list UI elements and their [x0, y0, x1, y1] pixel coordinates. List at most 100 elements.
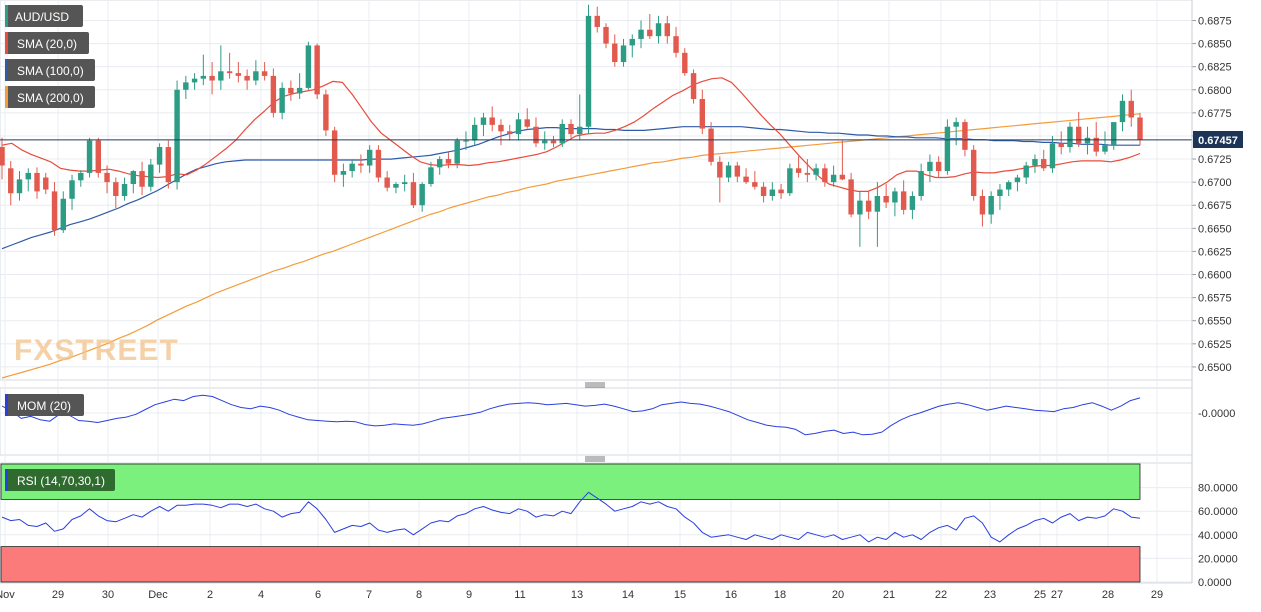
- candle-body: [524, 119, 530, 127]
- candle: [883, 183, 889, 209]
- candle-body: [305, 45, 312, 88]
- candle-body: [1111, 122, 1117, 146]
- candle: [857, 191, 863, 247]
- candle: [533, 117, 539, 148]
- candle: [577, 94, 583, 141]
- legend-mom-label: MOM (20): [17, 399, 71, 413]
- candle-body: [69, 180, 75, 199]
- candle: [8, 160, 14, 206]
- mom-pane-frame: [0, 387, 1193, 456]
- legend-instrument[interactable]: AUD/USD: [5, 5, 83, 27]
- candle-body: [218, 71, 224, 81]
- legend-sma100[interactable]: SMA (100,0): [5, 59, 95, 81]
- price-tick-label: 0.6775: [1198, 108, 1232, 120]
- candle: [874, 182, 881, 247]
- candle: [261, 62, 268, 81]
- candle: [480, 112, 487, 136]
- candle: [375, 145, 382, 183]
- candle: [638, 20, 644, 49]
- legend-sma200[interactable]: SMA (200,0): [5, 86, 95, 108]
- mom-line: [1, 394, 1141, 436]
- x-tick-label: 16: [725, 589, 737, 601]
- rsi-line: [1, 491, 1141, 543]
- price-tick-label: 0.6675: [1198, 200, 1232, 212]
- candle-body: [270, 75, 277, 113]
- candle-body: [16, 179, 23, 194]
- candle-body: [498, 124, 504, 132]
- candle-body: [1093, 137, 1099, 152]
- candle: [235, 62, 242, 83]
- candle: [944, 119, 951, 175]
- candle-body: [235, 73, 242, 76]
- candle: [970, 145, 977, 201]
- candle: [927, 154, 933, 183]
- x-tick-label: Nov: [0, 589, 15, 601]
- candle: [43, 172, 49, 195]
- candle: [279, 82, 285, 120]
- x-tick-label: 6: [315, 589, 321, 601]
- candle: [830, 165, 837, 187]
- candle-body: [148, 164, 154, 187]
- candle-body: [795, 168, 802, 173]
- candle: [1005, 180, 1012, 197]
- candle: [174, 80, 180, 190]
- mom-layer: [1, 394, 1141, 436]
- candle-body: [60, 198, 66, 231]
- candle-body: [349, 163, 355, 172]
- x-tick-label: 18: [774, 589, 786, 601]
- x-tick-label: Dec: [148, 589, 168, 601]
- candle: [366, 145, 373, 173]
- candle-body: [752, 182, 758, 187]
- candle: [787, 163, 793, 197]
- candle: [454, 137, 460, 169]
- candle-body: [655, 23, 662, 37]
- candle: [760, 182, 767, 203]
- candle-body: [690, 73, 697, 100]
- candle: [550, 135, 557, 148]
- candle: [270, 68, 277, 118]
- price-tick-label: 0.6875: [1198, 15, 1232, 27]
- candle: [113, 177, 119, 209]
- pane-splitter-rsi[interactable]: [585, 456, 605, 462]
- candle: [962, 119, 968, 157]
- candle-body: [183, 82, 189, 90]
- candle: [156, 143, 163, 173]
- legend-mom[interactable]: MOM (20): [5, 394, 84, 416]
- candle: [104, 165, 110, 194]
- candle-body: [725, 165, 732, 178]
- candle-body: [708, 128, 714, 162]
- candle-body: [603, 26, 609, 44]
- candle-body: [384, 177, 390, 188]
- candle-body: [113, 182, 119, 197]
- candle: [296, 73, 303, 100]
- candle-body: [1014, 177, 1021, 183]
- candle: [585, 4, 592, 135]
- pane-splitter-mom[interactable]: [585, 382, 605, 388]
- candle: [892, 187, 898, 217]
- sma200-line: [1, 113, 1141, 379]
- x-tick-label: 2: [207, 589, 213, 601]
- candle-body: [445, 159, 452, 164]
- legend-rsi[interactable]: RSI (14,70,30,1): [5, 469, 115, 491]
- candle: [918, 163, 924, 201]
- candle: [191, 73, 198, 90]
- candle: [314, 43, 320, 100]
- candle: [331, 126, 338, 183]
- x-tick-label: 14: [622, 589, 634, 601]
- candle-body: [454, 140, 460, 164]
- candle-body: [34, 172, 40, 192]
- candle: [1111, 122, 1117, 150]
- legend-sma20[interactable]: SMA (20,0): [5, 32, 89, 54]
- candle-body: [1049, 143, 1056, 169]
- candle: [717, 156, 723, 203]
- candle: [130, 170, 137, 194]
- candle-body: [51, 191, 58, 231]
- candle-body: [734, 165, 741, 177]
- candle: [218, 45, 224, 90]
- candle-body: [1084, 137, 1091, 144]
- candle: [60, 191, 66, 233]
- candle-body: [104, 172, 110, 183]
- candle-body: [918, 171, 924, 197]
- candle: [865, 191, 872, 220]
- candle-body: [25, 172, 31, 180]
